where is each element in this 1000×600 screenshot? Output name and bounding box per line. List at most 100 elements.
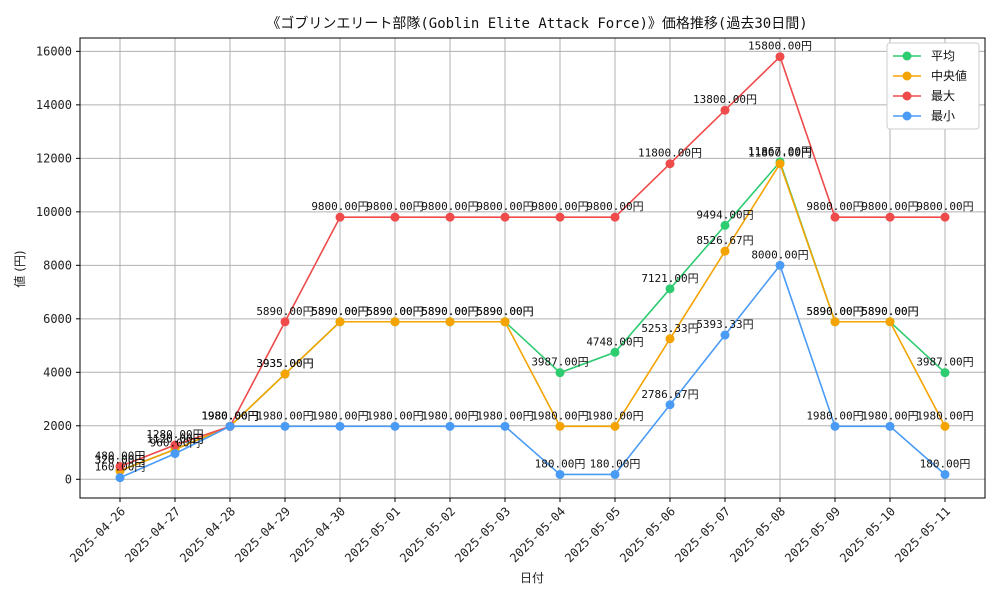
- data-point: [885, 212, 895, 222]
- data-label: 3935.00円: [256, 357, 313, 370]
- data-labels: 320.00円1120.00円1980.00円3935.00円5890.00円5…: [95, 40, 974, 474]
- x-tick-label: 2025-05-04: [507, 504, 568, 565]
- data-point: [830, 212, 840, 222]
- data-point: [665, 400, 675, 410]
- y-tick-label: 8000: [43, 258, 72, 272]
- y-axis: 0 2000 4000 6000 8000 10000 12000 14000 16000: [36, 44, 80, 486]
- data-label: 5890.00円: [861, 305, 918, 318]
- data-label: 8526.67円: [696, 234, 753, 247]
- y-tick-label: 16000: [36, 44, 72, 58]
- data-label: 1980.00円: [531, 409, 588, 422]
- data-point: [665, 159, 675, 169]
- data-label: 15800.00円: [748, 40, 812, 53]
- series-line-1: [119, 161, 946, 472]
- data-label: 5890.00円: [861, 305, 918, 318]
- data-label: 2786.67円: [641, 388, 698, 401]
- data-label: 1980.00円: [366, 409, 423, 422]
- data-label: 5890.00円: [311, 305, 368, 318]
- y-tick-label: 0: [65, 472, 72, 486]
- data-point: [280, 421, 290, 431]
- data-point: [665, 334, 675, 344]
- data-label: 1980.00円: [201, 409, 258, 422]
- data-label: 5890.00円: [421, 305, 478, 318]
- x-tick-label: 2025-05-01: [342, 504, 403, 565]
- x-tick-label: 2025-04-27: [122, 504, 183, 565]
- data-point: [500, 317, 510, 327]
- data-label: 9800.00円: [531, 200, 588, 213]
- data-label: 5890.00円: [256, 305, 313, 318]
- data-label: 5393.33円: [696, 318, 753, 331]
- data-point: [445, 212, 455, 222]
- legend-marker: [902, 51, 912, 61]
- data-label: 1980.00円: [201, 409, 258, 422]
- legend-marker: [902, 111, 912, 121]
- series-line-2: [119, 55, 945, 468]
- data-point: [775, 260, 785, 270]
- data-label: 5253.33円: [641, 322, 698, 335]
- data-label: 1980.00円: [806, 409, 863, 422]
- data-label: 1980.00円: [201, 409, 258, 422]
- data-point: [500, 212, 510, 222]
- grid: [80, 38, 985, 498]
- y-tick-label: 6000: [43, 312, 72, 326]
- y-tick-label: 12000: [36, 151, 72, 165]
- x-tick-label: 2025-04-28: [177, 504, 238, 565]
- data-point: [940, 368, 950, 378]
- data-label: 5890.00円: [421, 305, 478, 318]
- x-tick-label: 2025-05-06: [617, 504, 678, 565]
- data-label: 9800.00円: [916, 200, 973, 213]
- data-point: [720, 246, 730, 256]
- x-tick-label: 2025-05-09: [782, 504, 843, 565]
- data-point: [555, 212, 565, 222]
- data-label: 1980.00円: [861, 409, 918, 422]
- data-label: 1980.00円: [476, 409, 533, 422]
- data-point: [830, 421, 840, 431]
- legend-marker: [902, 91, 912, 101]
- data-label: 9800.00円: [421, 200, 478, 213]
- data-point: [170, 449, 180, 459]
- data-label: 1980.00円: [311, 409, 368, 422]
- data-label: 8000.00円: [751, 248, 808, 261]
- data-point: [885, 421, 895, 431]
- data-point: [115, 473, 125, 483]
- data-point: [335, 317, 345, 327]
- x-tick-label: 2025-05-02: [397, 504, 458, 565]
- chart-title: 《ゴブリンエリート部隊(Goblin Elite Attack Force)》価…: [266, 15, 807, 32]
- series-line-3: [119, 263, 946, 479]
- x-axis-title: 日付: [520, 571, 544, 585]
- series-layer: [115, 52, 950, 483]
- data-label: 9800.00円: [861, 200, 918, 213]
- data-label: 180.00円: [590, 457, 641, 470]
- data-label: 180.00円: [920, 457, 971, 470]
- data-label: 9494.00円: [696, 208, 753, 221]
- data-point: [390, 317, 400, 327]
- data-label: 1980.00円: [256, 409, 313, 422]
- legend-box: [886, 42, 980, 130]
- data-label: 3987.00円: [531, 356, 588, 369]
- data-point: [555, 469, 565, 479]
- data-label: 1980.00円: [586, 409, 643, 422]
- data-label: 5890.00円: [476, 305, 533, 318]
- data-point: [390, 421, 400, 431]
- data-point: [280, 369, 290, 379]
- data-label: 320.00円: [95, 454, 146, 467]
- data-label: 960.00円: [150, 437, 201, 450]
- data-label: 5890.00円: [311, 305, 368, 318]
- x-tick-label: 2025-05-11: [892, 504, 953, 565]
- x-tick-label: 2025-05-05: [562, 504, 623, 565]
- data-point: [610, 469, 620, 479]
- data-label: 180.00円: [535, 457, 586, 470]
- data-label: 5890.00円: [366, 305, 423, 318]
- data-label: 4748.00円: [586, 335, 643, 348]
- data-point: [390, 212, 400, 222]
- data-point: [720, 220, 730, 230]
- data-label: 3987.00円: [916, 356, 973, 369]
- data-label: 1120.00円: [146, 432, 203, 445]
- legend-label: 最小: [931, 109, 955, 123]
- data-label: 3935.00円: [256, 357, 313, 370]
- data-point: [170, 440, 180, 450]
- x-axis: 2025-04-262025-04-272025-04-282025-04-29…: [67, 498, 953, 565]
- data-point: [610, 421, 620, 431]
- data-point: [940, 212, 950, 222]
